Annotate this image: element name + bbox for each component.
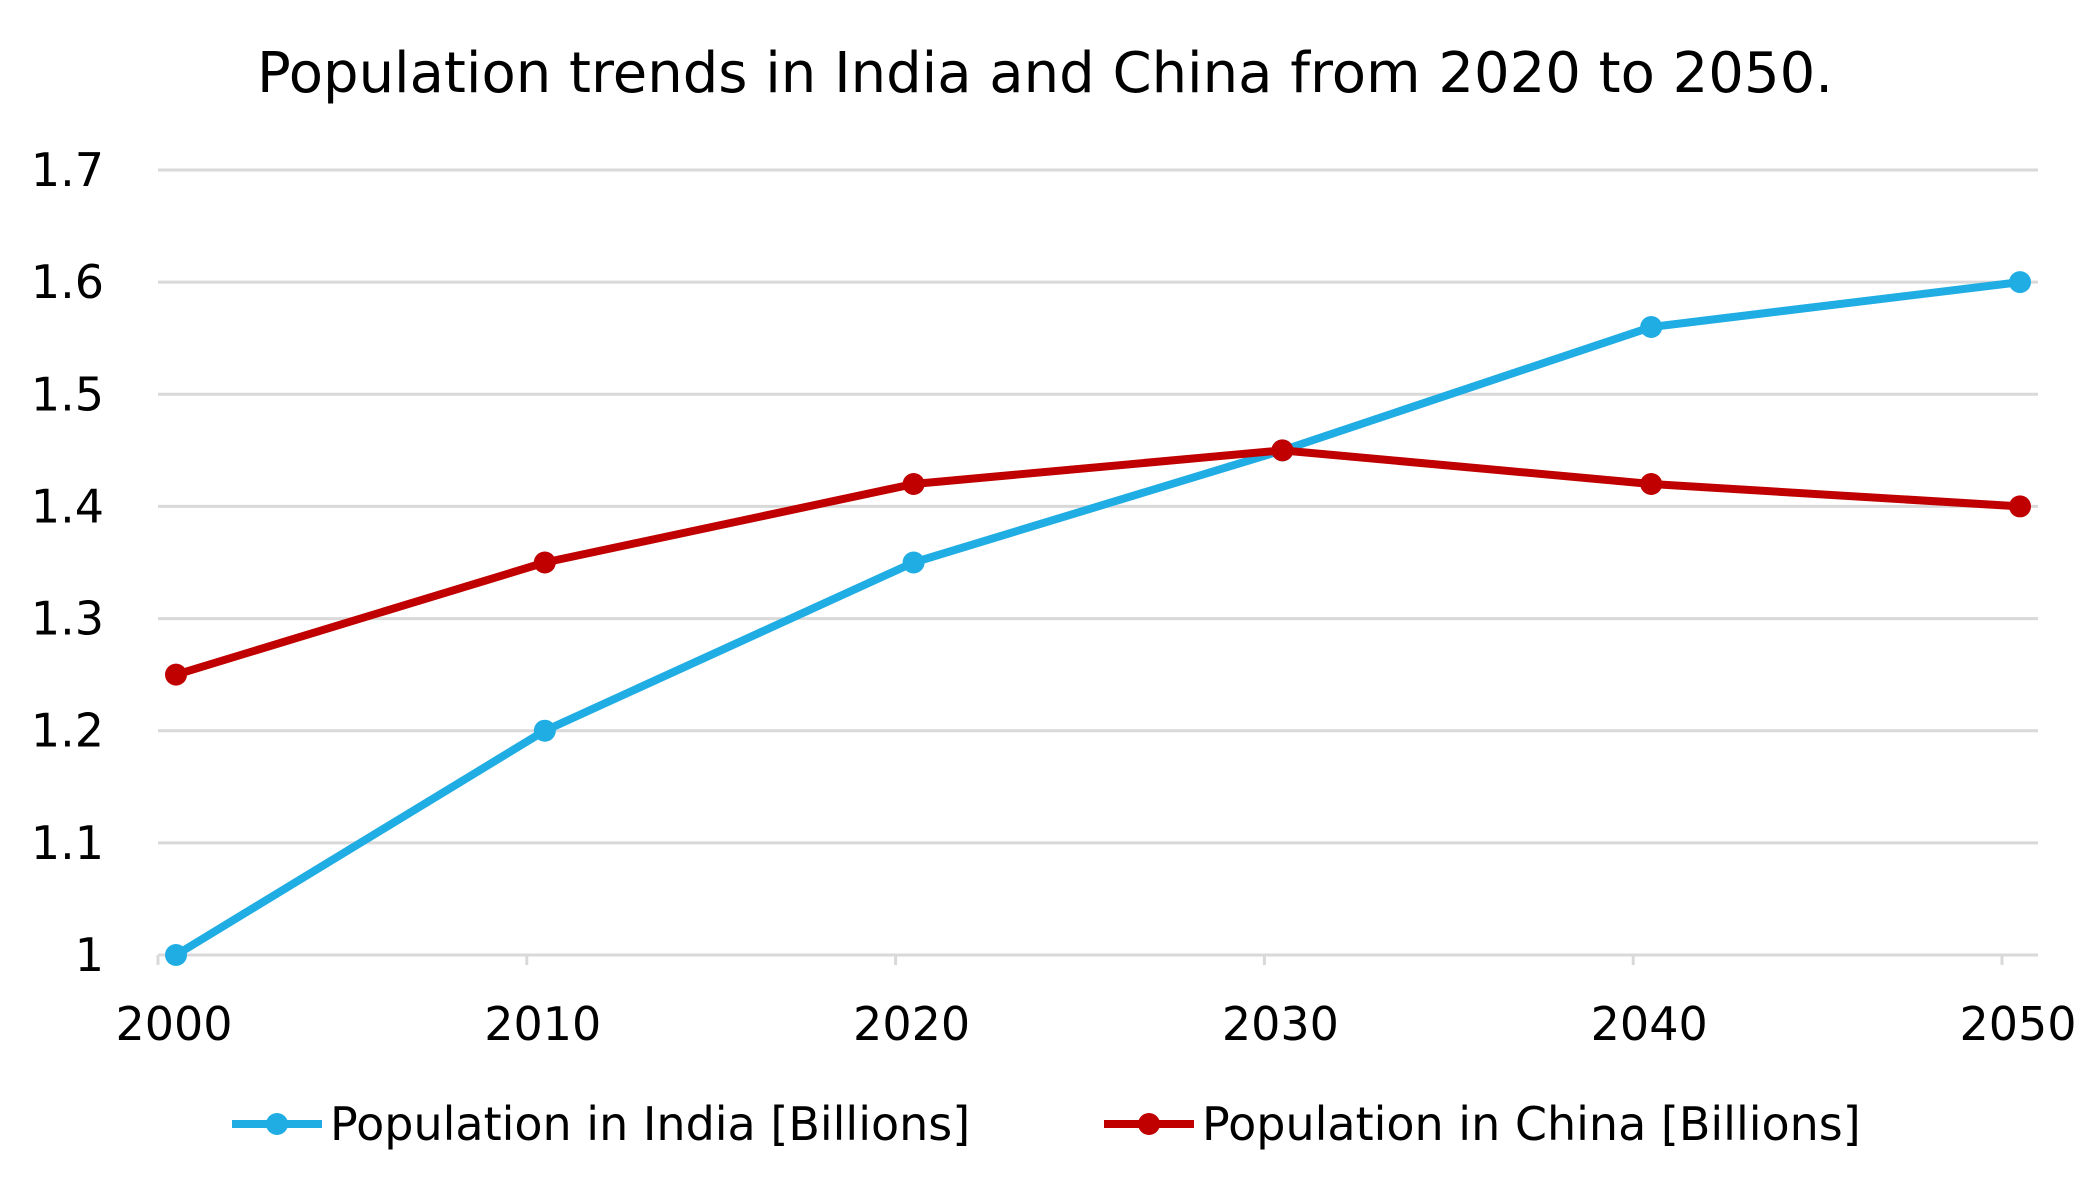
series-2	[165, 439, 2031, 686]
legend-label: Population in China [Billions]	[1202, 1097, 1861, 1151]
chart-title: Population trends in India and China fro…	[257, 41, 1833, 106]
x-tick-label: 2020	[853, 997, 970, 1051]
y-tick-label: 1.1	[31, 816, 104, 870]
data-point	[165, 944, 187, 966]
data-point	[533, 719, 556, 742]
x-axis-tick-labels: 2000 2010 2020 2030 2040 2050	[115, 997, 2076, 1051]
legend-entry-1: Population in India [Billions]	[232, 1097, 970, 1151]
x-tick-label: 2030	[1222, 997, 1339, 1051]
data-point	[1271, 439, 1294, 462]
y-tick-label: 1.3	[31, 592, 104, 646]
data-point	[2009, 495, 2031, 518]
data-point	[1640, 316, 1663, 338]
data-point	[2009, 271, 2031, 294]
y-tick-label: 1.7	[31, 143, 104, 197]
legend-swatch-marker	[266, 1113, 288, 1135]
data-point	[165, 663, 187, 686]
legend-swatch-marker	[1138, 1113, 1160, 1135]
legend-label: Population in India [Billions]	[330, 1097, 970, 1151]
legend: Population in India [Billions] Population…	[232, 1097, 1861, 1151]
series-lines	[165, 271, 2031, 966]
y-tick-label: 1.5	[31, 367, 104, 421]
series-line	[172, 278, 2024, 959]
legend-entry-2: Population in China [Billions]	[1104, 1097, 1861, 1151]
y-tick-label: 1.6	[31, 255, 104, 309]
y-tick-label: 1	[75, 928, 104, 982]
series-1	[165, 271, 2031, 966]
gridlines	[158, 168, 2038, 845]
x-tick-label: 2010	[484, 997, 601, 1051]
x-tick-label: 2050	[1959, 997, 2076, 1051]
y-tick-label: 1.2	[31, 704, 104, 758]
series-line	[172, 446, 2024, 679]
data-point	[902, 551, 925, 574]
data-point	[1640, 473, 1663, 495]
y-tick-label: 1.4	[31, 479, 104, 533]
x-tick-label: 2040	[1591, 997, 1708, 1051]
y-axis-tick-labels: 1 1.1 1.2 1.3 1.4 1.5 1.6 1.7	[31, 143, 104, 982]
data-point	[902, 473, 925, 495]
x-axis	[156, 953, 2038, 965]
x-tick-label: 2000	[115, 997, 232, 1051]
data-point	[533, 551, 556, 574]
